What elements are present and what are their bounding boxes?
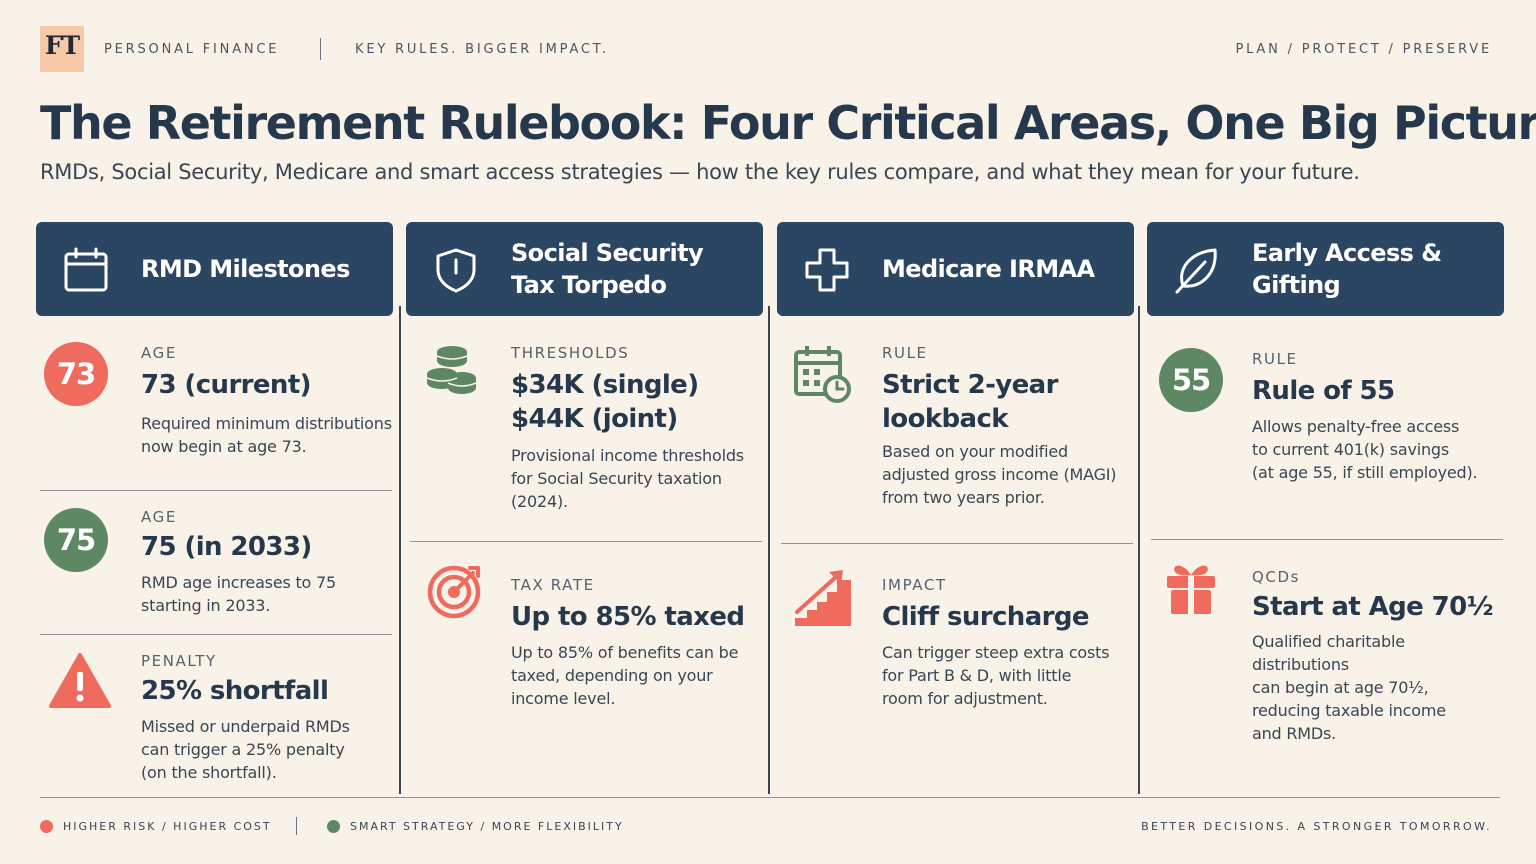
item-label: QCDs [1252,568,1301,586]
item-label: AGE [141,508,177,526]
item-value: Strict 2-year lookback [882,370,1058,434]
item-label: IMPACT [882,576,947,594]
item-description: Up to 85% of benefits can be taxed, depe… [511,643,739,708]
leaf-icon [1175,248,1217,294]
item-value: Rule of 55 [1252,376,1395,406]
coin-stack-icon [426,346,477,394]
column-social-security: Social Security Tax Torpedo [406,222,763,794]
column-title: Early Access & Gifting [1252,239,1442,299]
medical-cross-icon [805,248,849,292]
calendar-icon [64,247,108,292]
column-medicare-irmaa: Medicare IRMAA RULE [777,222,1134,794]
column-title: Medicare IRMAA [882,255,1095,283]
column-early-access: Early Access & Gifting 55 RULE Rule of 5… [1147,222,1504,794]
item-label: PENALTY [141,652,217,670]
legend-strategy-label: SMART STRATEGY / MORE FLEXIBILITY [350,820,624,833]
item-value: 75 (in 2033) [141,532,312,562]
item-description: Based on your modified adjusted gross in… [882,442,1117,507]
divider [320,38,321,60]
footer-tagline: BETTER DECISIONS. A STRONGER TOMORROW. [1141,820,1492,833]
column-title: RMD Milestones [141,255,350,283]
item-description: RMD age increases to 75 starting in 2033… [141,573,336,615]
divider [781,543,1133,544]
divider [40,490,392,491]
green-dot-icon [327,820,340,833]
divider [410,541,762,542]
shield-icon [436,248,476,293]
footer-divider [40,797,1500,798]
red-dot-icon [40,820,53,833]
legend-risk: HIGHER RISK / HIGHER COST [40,820,272,833]
item-value: $34K (single) $44K (joint) [511,370,699,434]
calendar-clock-icon [794,346,851,403]
column-header: Social Security Tax Torpedo [406,222,763,316]
item-value: 73 (current) [141,370,312,400]
top-tagline: KEY RULES. BIGGER IMPACT. [355,42,609,57]
item-value: Up to 85% taxed [511,602,745,632]
target-icon [427,565,481,619]
column-divider [399,306,401,794]
age-badge: 75 [44,508,108,572]
top-bar: FT PERSONAL FINANCE KEY RULES. BIGGER IM… [40,26,1492,72]
column-rmd-milestones: RMD Milestones 73 AGE 73 (current) Requi… [36,222,393,794]
column-header: RMD Milestones [36,222,393,316]
column-divider [1138,306,1140,794]
column-divider [768,306,770,794]
item-description: Missed or underpaid RMDs can trigger a 2… [141,717,350,782]
divider [1151,539,1503,540]
legend-strategy: SMART STRATEGY / MORE FLEXIBILITY [327,820,624,833]
rising-stairs-icon [795,570,851,626]
column-header: Medicare IRMAA [777,222,1134,316]
item-description: Provisional income thresholds for Social… [511,446,744,511]
warning-icon [49,653,111,708]
item-label: TAX RATE [511,576,595,594]
age-badge: 55 [1159,348,1223,412]
item-value: Cliff surcharge [882,602,1090,632]
item-value: Start at Age 70½ [1252,592,1494,622]
item-label: AGE [141,344,177,362]
divider [40,634,392,635]
gift-icon [1167,565,1215,614]
item-value: 25% shortfall [141,676,329,706]
page-subtitle: RMDs, Social Security, Medicare and smar… [40,160,1360,184]
item-description: Required minimum distributions now begin… [141,414,392,456]
age-badge: 73 [44,342,108,406]
item-label: THRESHOLDS [511,344,630,362]
item-label: RULE [1252,350,1298,368]
column-header: Early Access & Gifting [1147,222,1504,316]
item-label: RULE [882,344,928,362]
ft-logo[interactable]: FT [40,26,84,72]
item-description: Can trigger steep extra costs for Part B… [882,643,1110,708]
page-title: The Retirement Rulebook: Four Critical A… [40,96,1536,150]
legend-risk-label: HIGHER RISK / HIGHER COST [63,820,272,833]
top-nav[interactable]: PLAN / PROTECT / PRESERVE [1235,42,1492,57]
divider [296,817,297,835]
section-label[interactable]: PERSONAL FINANCE [104,42,280,57]
item-description: Qualified charitable distributions can b… [1252,632,1446,743]
item-description: Allows penalty-free access to current 40… [1252,417,1478,482]
column-title: Social Security Tax Torpedo [511,239,704,299]
